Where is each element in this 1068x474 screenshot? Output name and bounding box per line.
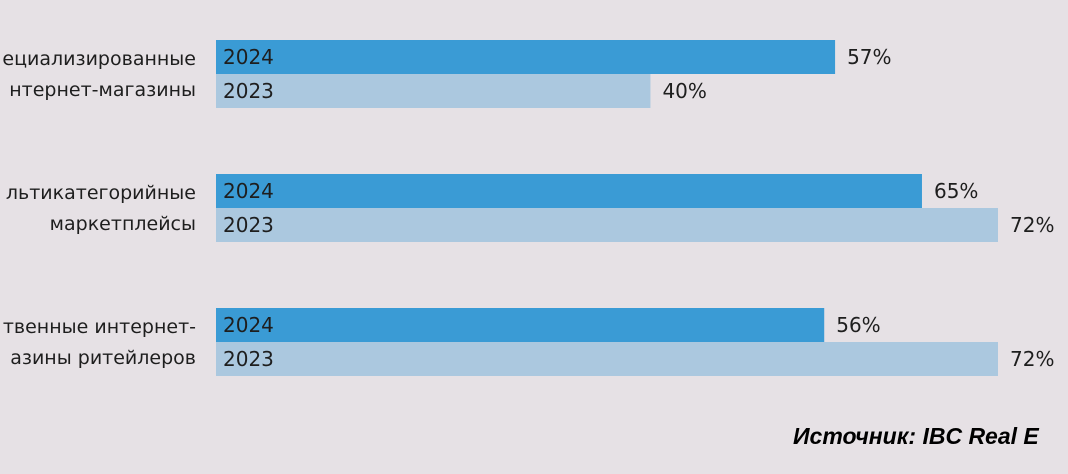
category-label: ециализированные нтернет-магазины	[2, 48, 196, 101]
series-label: 2023	[223, 213, 274, 237]
bar-2023	[216, 208, 998, 242]
value-label: 72%	[1010, 347, 1054, 371]
bar-2024	[216, 308, 825, 342]
value-label: 72%	[1010, 213, 1054, 237]
series-label: 2024	[223, 313, 274, 337]
value-label: 40%	[662, 79, 706, 103]
category-label-line: льтикатегорийные	[6, 182, 196, 204]
series-label: 2024	[223, 179, 274, 203]
series-label: 2023	[223, 79, 274, 103]
series-label: 2023	[223, 347, 274, 371]
bar-2024	[216, 40, 836, 74]
category-label-line: нтернет-магазины	[9, 79, 196, 101]
category-label-line: твенные интернет-	[3, 316, 196, 338]
value-label: 56%	[836, 313, 880, 337]
category-label-line: ециализированные	[2, 48, 196, 70]
bar-2023	[216, 74, 651, 108]
bar-2023	[216, 342, 998, 376]
series-label: 2024	[223, 45, 274, 69]
source-note: Источник: IBC Real E	[793, 423, 1039, 449]
category-label-line: маркетплейсы	[50, 213, 196, 235]
category-label: твенные интернет-азины ритейлеров	[3, 316, 196, 369]
category-group: твенные интернет-азины ритейлеров 2024 56%…	[3, 308, 1054, 376]
category-group: ециализированные нтернет-магазины 2024 57% 2…	[2, 40, 892, 108]
category-label-line: азины ритейлеров	[10, 347, 196, 369]
category-group: льтикатегорийные маркетплейсы 2024 65% 2023 7…	[6, 174, 1054, 242]
value-label: 57%	[847, 45, 891, 69]
bar-2024	[216, 174, 922, 208]
category-label: льтикатегорийные маркетплейсы	[6, 182, 196, 235]
value-label: 65%	[934, 179, 978, 203]
